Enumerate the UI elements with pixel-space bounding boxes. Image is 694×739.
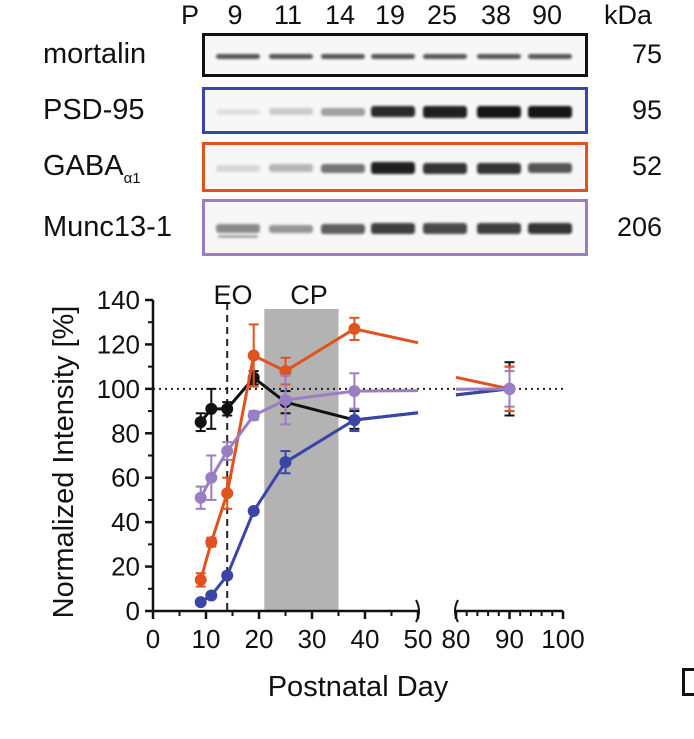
x-tick-label: 100 (541, 624, 584, 654)
data-point (205, 589, 218, 602)
blot-row-label: mortalin (43, 38, 147, 70)
x-axis-label: Postnatal Day (268, 671, 449, 703)
blot-age-label: 14 (324, 0, 356, 30)
x-tick-label: 40 (351, 624, 380, 654)
y-tick-label: 80 (111, 418, 140, 448)
blot-row-label: Munc13-1 (43, 210, 172, 243)
blot-kda-value: 52 (631, 151, 662, 181)
blot-header-p: P (181, 0, 200, 30)
line-chart: EO CP 0 20 40 60 80 100 120 140 0 10 20 30 40 50 80 90 100… (48, 280, 585, 703)
blot-age-label: 9 (227, 0, 243, 30)
y-tick-label: 120 (97, 329, 140, 359)
eye-opening-label: EO (213, 280, 252, 310)
blot-kda-value: 75 (631, 39, 662, 69)
blot-band (477, 223, 521, 234)
data-point (194, 596, 207, 609)
x-tick-label: 20 (245, 624, 274, 654)
data-point (221, 402, 234, 415)
y-tick-label: 60 (111, 463, 140, 493)
x-tick-label: 80 (442, 624, 471, 654)
data-point (205, 536, 218, 549)
x-tick-label: 10 (192, 624, 221, 654)
y-tick-label: 140 (97, 285, 140, 315)
data-point (247, 409, 260, 422)
blot-band (321, 53, 365, 59)
blot-panel (202, 87, 588, 134)
blot-age-label: 38 (480, 0, 512, 30)
blot-band (528, 105, 572, 118)
series-line (455, 375, 510, 391)
blot-band (371, 223, 415, 234)
data-point (279, 456, 292, 469)
y-axis-label: Normalized Intensity [%] (48, 306, 80, 619)
blot-row-label-subscript: α1 (123, 170, 141, 187)
blot-row-label: GABAα1 (43, 150, 141, 187)
blot-band (423, 162, 467, 174)
blot-band (269, 224, 313, 233)
blot-band (477, 162, 521, 174)
blot-band (477, 105, 521, 118)
blot-age-label: 11 (273, 0, 303, 30)
blot-band (371, 53, 415, 59)
data-point (279, 365, 292, 378)
blot-band (269, 108, 313, 115)
data-point (205, 471, 218, 484)
blot-band (528, 53, 572, 59)
data-point (221, 445, 234, 458)
blot-band (477, 53, 521, 59)
y-tick-label: 0 (126, 596, 140, 626)
blot-band (269, 53, 313, 59)
blot-age-label: 25 (426, 0, 458, 30)
blot-band (371, 106, 415, 117)
blot-band (528, 223, 572, 234)
x-tick-label: 0 (146, 624, 160, 654)
critical-period-shaded-region (264, 309, 339, 611)
panel-corner-fragment (682, 668, 694, 696)
blot-band (371, 162, 415, 174)
data-point (205, 402, 218, 415)
blot-band (216, 164, 260, 172)
data-point (247, 505, 260, 518)
data-point (194, 491, 207, 504)
x-tick-label: 30 (298, 624, 327, 654)
x-tick-label: 50 (404, 624, 433, 654)
y-tick-label: 100 (97, 374, 140, 404)
data-point (221, 569, 234, 582)
blot-band (321, 107, 365, 116)
blot-panel (202, 199, 588, 256)
blot-band (423, 105, 467, 118)
data-point (279, 393, 292, 406)
data-point (348, 413, 361, 426)
blot-band (321, 223, 365, 234)
critical-period-label: CP (290, 280, 328, 310)
data-point (348, 385, 361, 398)
blot-band (216, 224, 260, 233)
blot-age-label: 19 (374, 0, 406, 30)
y-tick-label: 40 (111, 507, 140, 537)
blot-panel (202, 33, 588, 77)
data-point (247, 349, 260, 362)
blot-band (423, 223, 467, 234)
x-tick-label: 90 (495, 624, 524, 654)
data-point (221, 487, 234, 500)
blot-band (218, 235, 258, 238)
blot-band (528, 163, 572, 173)
data-point (503, 382, 516, 395)
blot-band (216, 53, 260, 59)
blot-panel (202, 142, 588, 192)
blot-row-label: PSD-95 (43, 93, 145, 126)
blot-kda-value: 95 (631, 94, 662, 125)
blot-age-label: 90 (531, 0, 563, 30)
blot-kda-value: 206 (616, 211, 662, 242)
y-tick-label: 20 (111, 552, 140, 582)
blot-band (321, 163, 365, 173)
data-point (348, 322, 361, 335)
blot-band (216, 108, 260, 115)
data-point (194, 416, 207, 429)
blot-header-kda: kDa (604, 0, 653, 30)
blot-band (269, 164, 313, 172)
blot-band (423, 53, 467, 59)
data-point (194, 573, 207, 586)
